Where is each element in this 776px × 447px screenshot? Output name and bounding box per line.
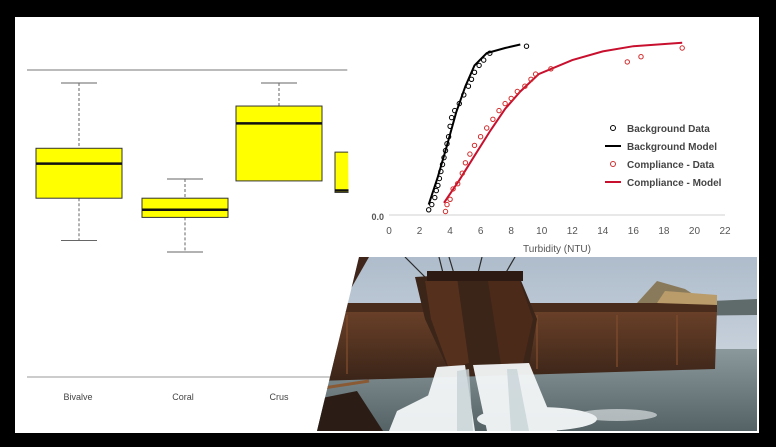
data-point	[461, 92, 467, 98]
data-point	[471, 142, 478, 149]
boxplot-box	[235, 82, 323, 182]
boxplot-box	[35, 82, 123, 241]
data-point	[435, 182, 441, 189]
data-point	[496, 107, 502, 114]
chart-background	[347, 41, 757, 257]
data-point	[456, 100, 462, 107]
x-tick-label: 8	[508, 226, 514, 237]
data-point	[432, 194, 438, 201]
legend-label: Compliance - Model	[627, 178, 722, 189]
legend-label: Background Data	[627, 124, 710, 135]
data-point	[514, 88, 520, 95]
data-point	[439, 161, 446, 168]
x-tick-label: 18	[658, 226, 670, 237]
dredge-photo	[317, 257, 757, 431]
data-point	[624, 59, 630, 65]
x-tick-label: 2	[417, 226, 423, 237]
data-point	[477, 134, 484, 140]
legend-marker	[610, 125, 616, 131]
photo-rust-streaks	[346, 315, 678, 374]
data-point	[442, 147, 449, 154]
x-tick-label: 10	[536, 226, 548, 237]
data-point	[462, 160, 469, 166]
legend-item: Background Model	[605, 142, 717, 153]
data-point	[467, 151, 473, 157]
series-line	[443, 41, 683, 204]
data-point	[436, 175, 443, 182]
data-point	[548, 66, 554, 72]
boxplot-iqr-box	[141, 197, 229, 218]
data-point	[523, 43, 530, 49]
data-point	[532, 71, 539, 77]
data-point	[679, 45, 685, 51]
data-point	[450, 186, 456, 192]
x-tick-label: 22	[719, 226, 731, 237]
data-point	[459, 170, 465, 176]
chart-series	[426, 41, 685, 215]
x-tick-label: 14	[597, 226, 609, 237]
data-point	[468, 76, 475, 82]
x-tick-label: 4	[447, 226, 453, 237]
data-point	[638, 54, 644, 60]
chart-legend: Background Data Background Model Complianc…	[605, 124, 722, 189]
boxplot-box	[141, 178, 229, 253]
data-point	[487, 50, 493, 56]
data-point	[528, 76, 534, 82]
data-point	[444, 141, 450, 147]
legend-item: Compliance - Model	[605, 178, 722, 189]
data-point	[426, 207, 432, 213]
boxplot-category-label: Bivalve	[63, 392, 92, 402]
photo-bucket-shell-right	[487, 273, 533, 365]
photo-splash-shading	[457, 369, 529, 431]
data-point	[448, 114, 455, 121]
photo-foreground-debris	[317, 391, 383, 431]
data-point	[484, 125, 490, 131]
boxplot-category-label: Crus	[269, 392, 289, 402]
photo-deck-equipment	[657, 291, 717, 305]
x-tick-label: 20	[689, 226, 701, 237]
boxplot-iqr-box	[35, 147, 123, 199]
collage-canvas: Bivalve Coral Crus	[27, 23, 757, 431]
data-point	[441, 154, 447, 161]
boxplot-iqr-box	[235, 105, 323, 182]
x-tick-labels: 0 2 4 6 8 10 12 14 16 18 20 22	[386, 226, 731, 237]
data-point	[433, 187, 439, 194]
data-point	[442, 208, 449, 215]
collage-panel: Bivalve Coral Crus	[17, 19, 757, 431]
x-tick-label: 16	[628, 226, 640, 237]
x-tick-label: 12	[567, 226, 579, 237]
data-point	[447, 196, 453, 203]
data-point	[455, 181, 461, 187]
data-point	[444, 201, 450, 208]
legend-marker	[610, 161, 616, 167]
data-point	[429, 201, 435, 208]
data-point	[452, 107, 458, 114]
photo-bucket-top-bar	[427, 271, 523, 281]
x-tick-label: 6	[478, 226, 484, 237]
legend-item: Compliance - Data	[610, 160, 715, 171]
legend-label: Compliance - Data	[627, 160, 715, 171]
data-point	[438, 168, 444, 175]
y-tick-label: 0.0	[371, 212, 384, 222]
data-point	[508, 95, 514, 102]
x-axis-label: Turbidity (NTU)	[523, 244, 591, 255]
data-point	[465, 83, 472, 89]
legend-label: Background Model	[627, 142, 717, 153]
data-point	[522, 83, 528, 89]
data-point	[502, 100, 508, 107]
x-tick-label: 0	[386, 226, 392, 237]
data-point	[476, 62, 482, 69]
chart-title: Jacksonville Harbor	[505, 23, 610, 35]
photo-bucket-shell-left	[425, 277, 469, 369]
boxplot-category-label: Coral	[172, 392, 194, 402]
data-point	[445, 134, 452, 140]
data-point	[471, 69, 478, 75]
data-point	[481, 57, 487, 63]
data-point	[490, 116, 496, 123]
data-point	[447, 123, 453, 130]
legend-item: Background Data	[610, 124, 710, 135]
scatter-chart: Jacksonville Harbor 0.0 0 2 4 6 8 10 12 14 16 18 2…	[347, 23, 757, 257]
